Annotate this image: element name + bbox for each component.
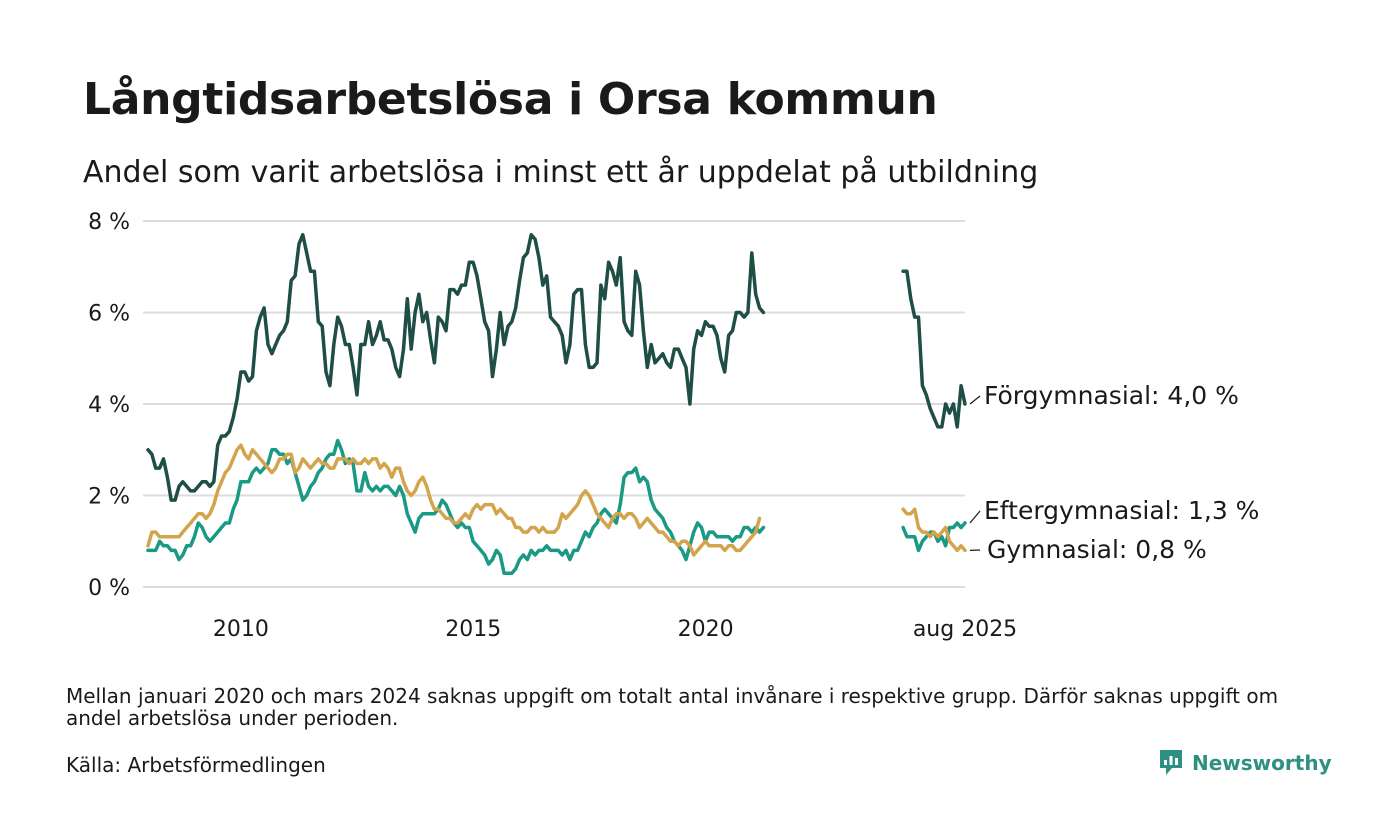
y-axis-tick-labels: 0 % 2 % 4 % 6 % 8 % xyxy=(88,210,130,601)
newsworthy-logo-icon xyxy=(1160,750,1182,775)
series-end-label-gymnasial: Gymnasial: 0,8 % xyxy=(987,535,1207,564)
chart-subtitle: Andel som varit arbetslösa i minst ett å… xyxy=(83,155,1039,190)
series-lines xyxy=(146,232,967,576)
y-tick-label-3: 6 % xyxy=(88,302,130,327)
footnote: Mellan januari 2020 och mars 2024 saknas… xyxy=(66,684,1279,730)
y-tick-label-0: 0 % xyxy=(88,576,130,601)
y-tick-label-2: 4 % xyxy=(88,393,130,418)
brand-name: Newsworthy xyxy=(1192,751,1332,775)
x-axis-tick-labels: 2010 2015 2020 aug 2025 xyxy=(213,617,1017,642)
y-tick-label-1: 2 % xyxy=(88,485,130,510)
chart-title: Långtidsarbetslösa i Orsa kommun xyxy=(83,74,938,125)
x-tick-label-0: 2010 xyxy=(213,617,269,642)
label-leader-förgymnasial xyxy=(969,395,981,405)
series-line-gymnasial-segment-0 xyxy=(146,443,762,557)
series-line-förgymnasial-segment-1 xyxy=(901,269,967,429)
x-tick-label-2: 2020 xyxy=(678,617,734,642)
grid-lines xyxy=(143,220,965,588)
brand-logo[interactable]: Newsworthy xyxy=(1158,748,1332,778)
series-line-gymnasial-segment-1 xyxy=(901,507,967,553)
y-tick-label-4: 8 % xyxy=(88,210,130,235)
series-end-labels: Förgymnasial: 4,0 % Eftergymnasial: 1,3 %… xyxy=(969,381,1259,564)
series-line-eftergymnasial-segment-0 xyxy=(146,438,766,576)
label-leader-eftergymnasial xyxy=(969,510,981,524)
series-end-label-förgymnasial: Förgymnasial: 4,0 % xyxy=(984,381,1239,410)
series-line-förgymnasial-segment-0 xyxy=(146,232,766,502)
x-tick-label-1: 2015 xyxy=(445,617,501,642)
line-chart: 0 % 2 % 4 % 6 % 8 % 2010 2015 2020 aug 2025 För… xyxy=(88,210,1259,642)
x-tick-label-3: aug 2025 xyxy=(913,617,1017,642)
series-end-label-eftergymnasial: Eftergymnasial: 1,3 % xyxy=(984,496,1259,525)
source-text: Källa: Arbetsförmedlingen xyxy=(66,753,326,777)
